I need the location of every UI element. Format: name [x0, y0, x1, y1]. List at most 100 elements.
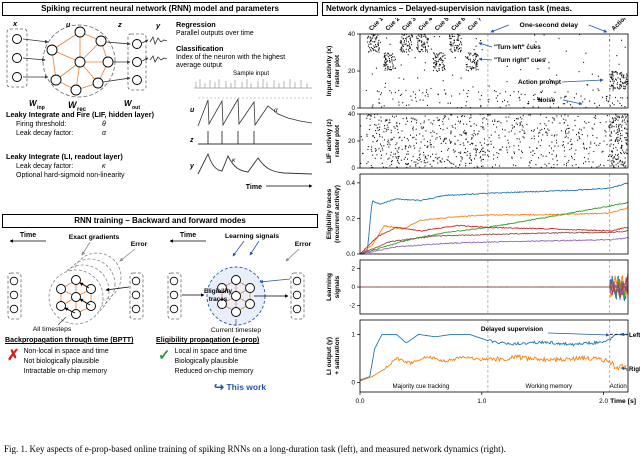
cross-icon: ✗	[7, 347, 20, 364]
svg-text:0: 0	[351, 284, 355, 291]
bptt-points: Non-local in space and time Not biologic…	[23, 348, 109, 375]
svg-text:1: 1	[351, 331, 355, 338]
w-out-label: W	[124, 99, 133, 108]
x-label: x	[12, 19, 18, 28]
svg-text:Cue 4: Cue 4	[417, 18, 434, 32]
w-inp-label: W	[29, 99, 38, 108]
eprop-diagram: Time Learning signals Error Eligibility …	[167, 232, 312, 334]
eligibility-traces-label: Eligibility	[204, 288, 232, 295]
bptt-heading: Backpropagation through time (BPTT)	[5, 336, 134, 344]
recurrent-connections	[51, 31, 109, 91]
x-axis: 0.0 1.0 2.0 Time [s]	[355, 392, 636, 405]
svg-text:2.0: 2.0	[599, 398, 608, 405]
y-readout-trace	[197, 152, 313, 175]
svg-text:0.0: 0.0	[355, 398, 364, 405]
svg-text:(recurrent activity): (recurrent activity)	[334, 185, 341, 243]
plot-eligibility-traces: 0.0 0.2 0.4 Eligibility traces (recurrent ac…	[326, 173, 629, 258]
svg-text:rec: rec	[77, 107, 87, 112]
plot-li-output: 0 1 LI output (y) + saturation	[326, 319, 629, 393]
regression-block: Regression Parallel outputs over time	[176, 20, 316, 38]
recurrent-layer-boundary	[42, 24, 116, 98]
svg-text:Left: Left	[629, 332, 640, 339]
sample-input-spikes	[194, 79, 312, 89]
bptt-exact-gradients-label: Exact gradients	[69, 234, 120, 241]
plot-input-raster: 0 20 40 Input activity (x) raster plot	[326, 31, 629, 112]
eprop-points: Local in space and time Biologically pla…	[174, 348, 254, 375]
svg-text:Time [s]: Time [s]	[610, 398, 636, 405]
svg-text:Right: Right	[629, 366, 640, 373]
bptt-all-timesteps-label: All timesteps	[33, 326, 72, 333]
output-trace-1	[149, 36, 168, 46]
z-label: z	[117, 20, 122, 29]
bptt-error-label: Error	[131, 241, 148, 248]
svg-text:out: out	[132, 105, 140, 111]
training-panel: RNN training – Backward and forward mode…	[2, 214, 318, 436]
svg-text:Eligibility traces: Eligibility traces	[326, 188, 333, 239]
svg-text:raster plot: raster plot	[334, 124, 341, 157]
check-icon: ✓	[158, 347, 171, 364]
svg-text:2: 2	[351, 265, 355, 272]
eprop-recurrent-connections	[221, 279, 251, 313]
svg-text:Cue 7: Cue 7	[467, 18, 484, 32]
svg-text:40: 40	[348, 31, 356, 38]
svg-text:LIF activity (z): LIF activity (z)	[326, 119, 333, 163]
recurrent-neurons	[46, 26, 114, 96]
bptt-neurons	[56, 275, 96, 319]
svg-text:0.4: 0.4	[346, 180, 355, 187]
u-trace-label: u	[190, 107, 195, 114]
li-block: Leaky Integrate (LI, readout layer) Leak…	[6, 152, 186, 179]
input-to-recurrent-arrows	[22, 38, 49, 79]
svg-text:LI output (y): LI output (y)	[326, 337, 333, 375]
lif-leak-row: Leak decay factor: α	[16, 130, 106, 137]
eprop-error-label: Error	[295, 241, 312, 248]
svg-text:Action prompt: Action prompt	[518, 79, 562, 86]
eprop-column: Eligibility propagation (e-prop) ✓ Local…	[156, 336, 315, 394]
svg-text:Cue 6: Cue 6	[450, 18, 467, 32]
svg-text:0: 0	[351, 379, 355, 386]
svg-text:traces: traces	[209, 296, 228, 303]
y-label: y	[155, 21, 161, 30]
svg-text:0.2: 0.2	[346, 215, 355, 222]
u-label: u	[66, 22, 71, 29]
sample-input-label: Sample input	[233, 70, 269, 77]
classification-title: Classification	[176, 44, 224, 53]
svg-text:Cue 2: Cue 2	[384, 18, 401, 32]
li-note: Optional hard-sigmoid non-linearity	[16, 172, 125, 179]
svg-text:0.0: 0.0	[346, 251, 355, 258]
svg-text:40: 40	[348, 111, 356, 118]
svg-text:1.0: 1.0	[477, 398, 486, 405]
z-trace-label: z	[189, 137, 194, 144]
z-spikes	[198, 131, 312, 145]
bptt-diagram: Time Exact gradients Error	[7, 232, 148, 333]
eprop-heading: Eligibility propagation (e-prop)	[156, 336, 260, 344]
svg-text:0: 0	[351, 105, 355, 112]
svg-text:inp: inp	[37, 105, 45, 111]
y-trace-label: y	[189, 163, 195, 170]
w-rec-label: W	[68, 100, 78, 110]
output-trace-arrows	[141, 39, 149, 62]
output-neurons	[132, 39, 142, 85]
svg-text:20: 20	[348, 138, 356, 145]
kappa-label: κ	[232, 157, 236, 164]
lif-block: Leaky Integrate and Fire (LIF, hidden la…	[6, 110, 186, 137]
recurrent-to-output-arrows	[102, 41, 131, 83]
svg-text:Learning: Learning	[326, 273, 333, 301]
svg-text:0: 0	[351, 165, 355, 172]
u-membrane-trace	[197, 97, 313, 127]
regression-title: Regression	[176, 20, 216, 29]
dynamics-panel: Network dynamics – Delayed-supervision n…	[322, 2, 640, 442]
lif-title: Leaky Integrate and Fire (LIF, hidden la…	[6, 110, 155, 119]
bptt-column: Backpropagation through time (BPTT) ✗ No…	[5, 336, 152, 394]
li-leak-row: Leak decay factor: κ	[16, 163, 106, 170]
plot-learning-signals: -2 0 2 Learning signals	[326, 259, 629, 315]
eprop-current-timestep-label: Current timestep	[211, 327, 261, 334]
svg-text:signals: signals	[334, 275, 341, 298]
alpha-label: α	[274, 107, 278, 114]
output-layer-box	[127, 33, 147, 91]
li-title: Leaky Integrate (LI, readout layer)	[6, 152, 123, 161]
this-work-arrow-icon: ↪	[214, 380, 225, 394]
lif-threshold-row: Firing threshold: θ	[16, 121, 106, 128]
svg-text:Action: Action	[610, 383, 628, 390]
regression-desc: Parallel outputs over time	[176, 30, 254, 37]
